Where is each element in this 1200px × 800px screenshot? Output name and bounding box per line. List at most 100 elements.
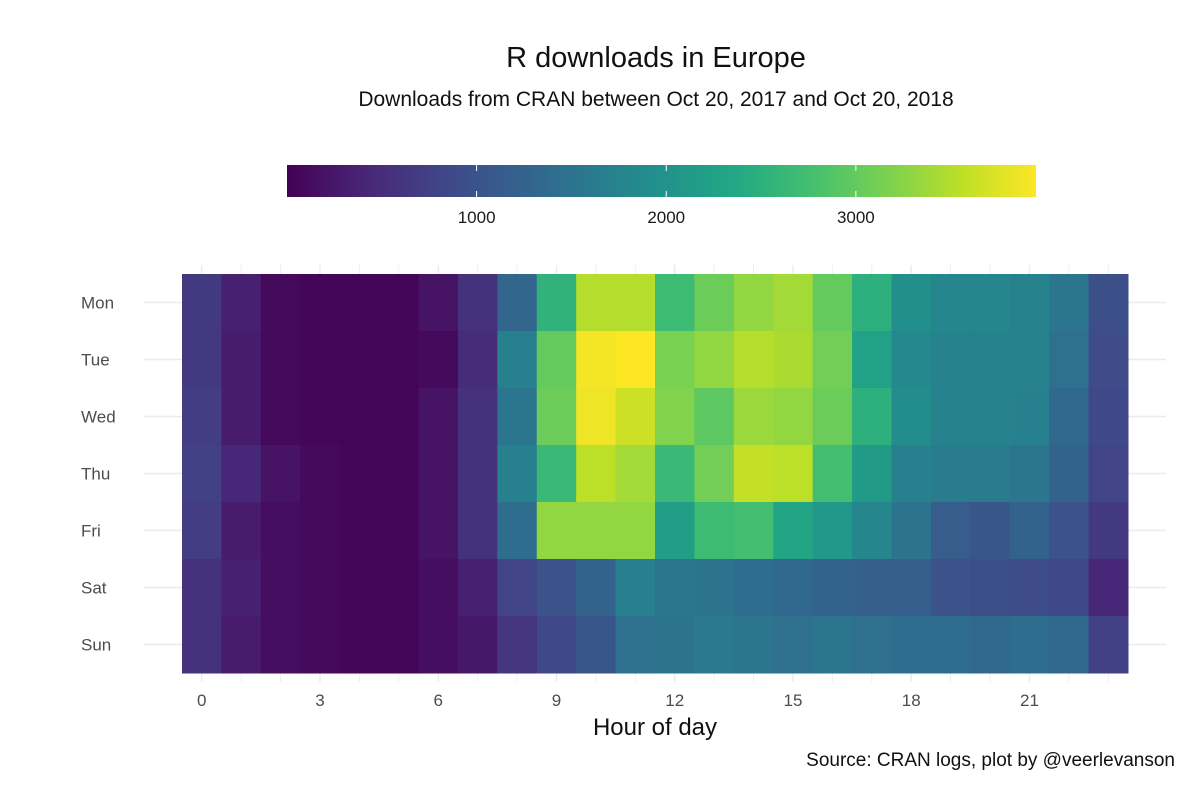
heatmap-cell [812, 559, 853, 617]
heatmap-cell [1009, 559, 1050, 617]
heatmap-cell [379, 388, 419, 446]
heatmap-cell [655, 559, 695, 617]
heatmap-cell [1088, 445, 1129, 503]
heatmap-cell [1049, 445, 1090, 503]
heatmap-cell [339, 331, 380, 389]
heatmap-cell [615, 445, 656, 503]
heatmap-cell [418, 388, 459, 446]
heatmap-cell [733, 388, 774, 446]
heatmap-cell [812, 445, 853, 503]
heatmap-cell [970, 445, 1011, 503]
heatmap-cell [970, 559, 1011, 617]
heatmap-cell [852, 274, 892, 332]
heatmap-cell [576, 559, 617, 617]
heatmap-cell [852, 502, 892, 560]
heatmap-cell [339, 559, 380, 617]
x-tick-label: 3 [315, 691, 324, 710]
heatmap-cell [418, 331, 459, 389]
x-tick-label: 0 [197, 691, 206, 710]
heatmap-cell [694, 502, 735, 560]
heatmap-cell [655, 502, 695, 560]
heatmap-cell [576, 616, 617, 674]
heatmap-cell [300, 502, 341, 560]
heatmap-cell [536, 616, 577, 674]
heatmap-cell [615, 502, 656, 560]
heatmap-cell [852, 331, 892, 389]
heatmap-cell [930, 559, 971, 617]
heatmap-cell [497, 274, 538, 332]
heatmap-cell [694, 331, 735, 389]
heatmap-cell [1009, 502, 1050, 560]
heatmap-cells [182, 274, 1129, 674]
heatmap-cell [497, 331, 538, 389]
heatmap-cell [1009, 331, 1050, 389]
heatmap-cell [1009, 274, 1050, 332]
heatmap-cell [891, 502, 932, 560]
heatmap-cell [182, 388, 222, 446]
heatmap-cell [497, 616, 538, 674]
heatmap-cell [1049, 274, 1090, 332]
heatmap-cell [260, 502, 301, 560]
heatmap-cell [576, 388, 617, 446]
heatmap-cell [655, 616, 695, 674]
heatmap-cell [260, 331, 301, 389]
heatmap-cell [536, 388, 577, 446]
heatmap-cell [339, 388, 380, 446]
y-tick-label: Sat [81, 579, 107, 598]
heatmap-cell [812, 502, 853, 560]
heatmap-cell [812, 331, 853, 389]
heatmap-cell [418, 559, 459, 617]
heatmap-cell [891, 388, 932, 446]
heatmap-cell [536, 502, 577, 560]
heatmap-cell [379, 502, 419, 560]
heatmap-cell [221, 502, 262, 560]
heatmap-cell [221, 616, 262, 674]
heatmap-cell [182, 331, 222, 389]
heatmap-cell [773, 388, 814, 446]
legend-tick-label: 3000 [837, 208, 875, 227]
heatmap-cell [221, 331, 262, 389]
heatmap-cell [655, 331, 695, 389]
heatmap-cell [852, 445, 892, 503]
x-tick-label: 21 [1020, 691, 1039, 710]
heatmap-cell [1088, 388, 1129, 446]
color-legend: 1000 2000 3000 [287, 165, 1036, 227]
x-tick-label: 15 [783, 691, 802, 710]
heatmap-cell [694, 616, 735, 674]
heatmap-cell [182, 559, 222, 617]
heatmap-cell [655, 274, 695, 332]
heatmap-cell [615, 274, 656, 332]
heatmap-cell [260, 445, 301, 503]
heatmap-cell [497, 559, 538, 617]
heatmap-cell [694, 559, 735, 617]
x-tick-label: 12 [665, 691, 684, 710]
heatmap-cell [1049, 331, 1090, 389]
heatmap-cell [812, 274, 853, 332]
heatmap-cell [260, 616, 301, 674]
heatmap-cell [733, 616, 774, 674]
heatmap-cell [379, 559, 419, 617]
heatmap-cell [300, 274, 341, 332]
heatmap-cell [733, 331, 774, 389]
heatmap-cell [615, 388, 656, 446]
heatmap-cell [300, 388, 341, 446]
heatmap-cell [970, 331, 1011, 389]
heatmap-cell [773, 274, 814, 332]
heatmap-cell [970, 616, 1011, 674]
axes: Mon Tue Wed Thu Fri Sat Sun 0 3 6 9 12 15 18 21 Hour of… [81, 294, 1039, 742]
heatmap-cell [891, 445, 932, 503]
heatmap-cell [576, 445, 617, 503]
heatmap-cell [418, 502, 459, 560]
x-axis-title: Hour of day [593, 714, 717, 741]
heatmap-cell [930, 445, 971, 503]
legend-colorbar [287, 165, 1036, 197]
y-tick-label: Mon [81, 294, 114, 313]
heatmap-cell [615, 616, 656, 674]
y-tick-label: Fri [81, 522, 101, 541]
heatmap-cell [182, 502, 222, 560]
heatmap-cell [773, 502, 814, 560]
heatmap-cell [1049, 616, 1090, 674]
heatmap-cell [930, 616, 971, 674]
heatmap-cell [576, 331, 617, 389]
